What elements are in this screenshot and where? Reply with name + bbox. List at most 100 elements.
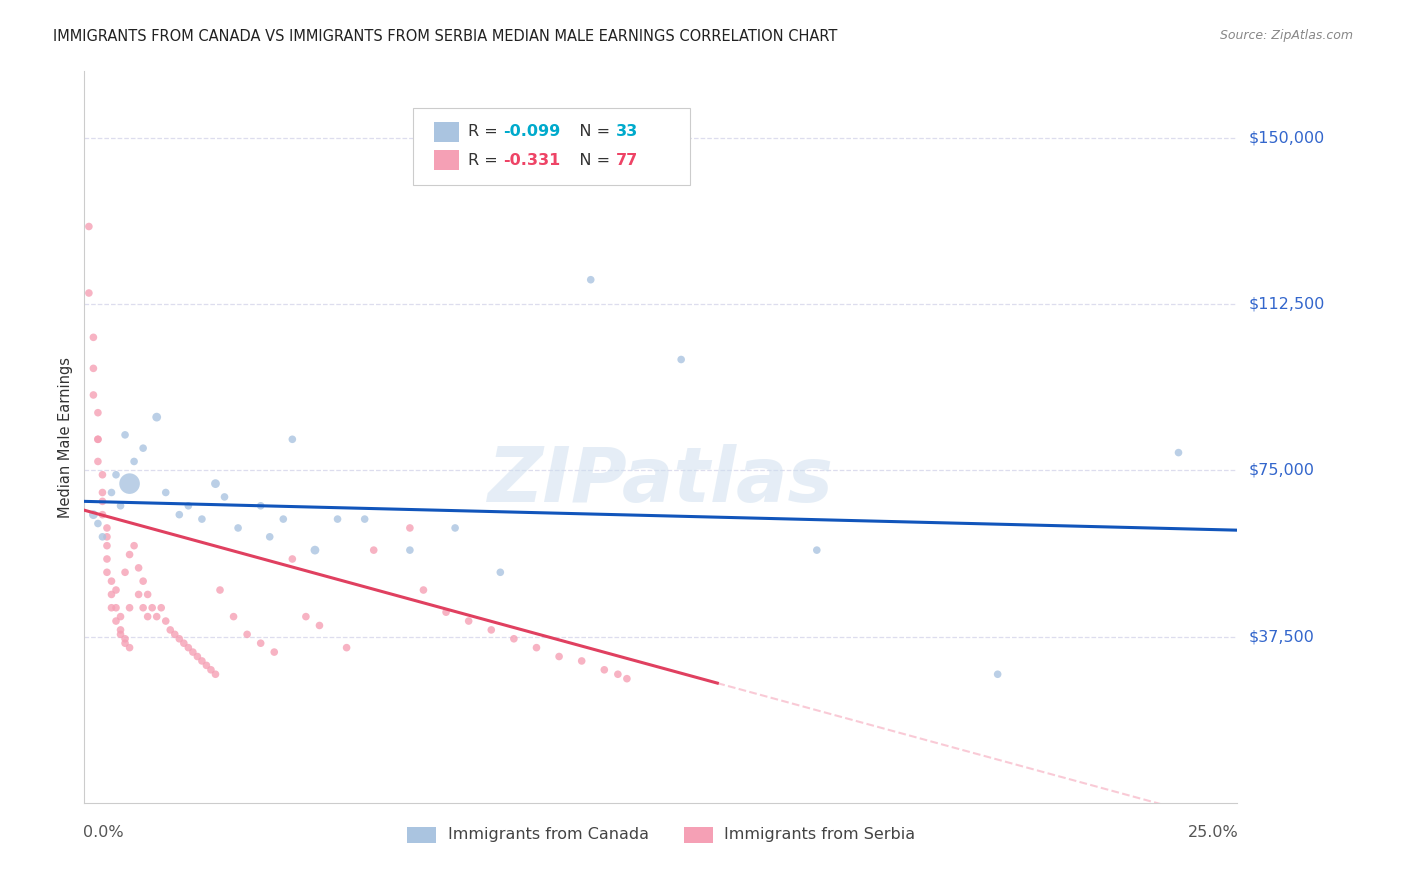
Point [326,512,349,526]
Point [82,508,104,522]
Point [336,640,359,655]
Point [191,654,214,668]
Point [363,543,385,558]
Point [96,539,118,553]
Point [295,609,318,624]
Point [208,582,231,597]
Point [191,512,214,526]
Point [87,454,110,468]
Point [281,432,304,446]
Point [141,600,163,615]
Point [186,649,208,664]
Text: -0.099: -0.099 [503,124,560,139]
Point [173,636,195,650]
Point [114,632,136,646]
Point [181,645,204,659]
Point [204,667,226,681]
Text: IMMIGRANTS FROM CANADA VS IMMIGRANTS FROM SERBIA MEDIAN MALE EARNINGS CORRELATIO: IMMIGRANTS FROM CANADA VS IMMIGRANTS FRO… [53,29,838,44]
Point [155,614,177,628]
Point [82,361,104,376]
Text: -0.331: -0.331 [503,153,560,168]
Point [110,623,132,637]
Point [100,485,122,500]
Point [114,428,136,442]
Point [105,467,128,482]
FancyBboxPatch shape [433,150,460,170]
FancyBboxPatch shape [408,827,436,843]
Text: 0.0%: 0.0% [83,825,124,839]
Point [669,352,692,367]
Point [195,658,218,673]
Point [457,614,479,628]
Text: $75,000: $75,000 [1249,463,1315,478]
Point [118,600,141,615]
Point [526,640,548,655]
Point [444,521,467,535]
Point [87,432,110,446]
Point [259,530,281,544]
Point [96,566,118,580]
Point [145,410,167,425]
Point [489,566,512,580]
Point [177,499,200,513]
Point [100,587,122,601]
Point [222,609,245,624]
Point [128,587,150,601]
Point [271,512,294,526]
Point [82,330,104,344]
Point [412,582,434,597]
Point [87,432,110,446]
Point [1167,445,1189,459]
Point [105,614,128,628]
Point [593,663,616,677]
Point [105,582,128,597]
Point [214,490,236,504]
Point [114,566,136,580]
Point [96,521,118,535]
Point [145,609,167,624]
Point [304,543,326,558]
Text: N =: N = [564,153,616,168]
Point [100,600,122,615]
Point [399,543,422,558]
Point [263,645,285,659]
Point [548,649,571,664]
Point [281,552,304,566]
FancyBboxPatch shape [683,827,713,843]
Point [87,406,110,420]
Point [82,388,104,402]
Text: 77: 77 [616,153,638,168]
Text: R =: R = [468,124,503,139]
Point [128,561,150,575]
Point [110,627,132,641]
Point [159,623,181,637]
Point [105,600,128,615]
Point [91,494,114,508]
Point [200,663,222,677]
Point [91,530,114,544]
Point [308,618,330,632]
Y-axis label: Median Male Earnings: Median Male Earnings [58,357,73,517]
Text: N =: N = [564,124,616,139]
Point [77,219,100,234]
Text: R =: R = [468,153,503,168]
Point [616,672,638,686]
Text: $150,000: $150,000 [1249,130,1324,145]
Point [204,476,226,491]
Point [91,467,114,482]
Text: Immigrants from Serbia: Immigrants from Serbia [724,828,915,842]
FancyBboxPatch shape [433,122,460,143]
Point [132,600,155,615]
Point [118,548,141,562]
Point [150,600,173,615]
Point [110,609,132,624]
Point [132,441,155,455]
Point [987,667,1010,681]
Point [236,627,259,641]
Point [226,521,249,535]
Point [118,476,141,491]
Text: Source: ZipAtlas.com: Source: ZipAtlas.com [1219,29,1353,42]
Text: 25.0%: 25.0% [1188,825,1239,839]
Point [249,499,271,513]
FancyBboxPatch shape [413,108,690,185]
